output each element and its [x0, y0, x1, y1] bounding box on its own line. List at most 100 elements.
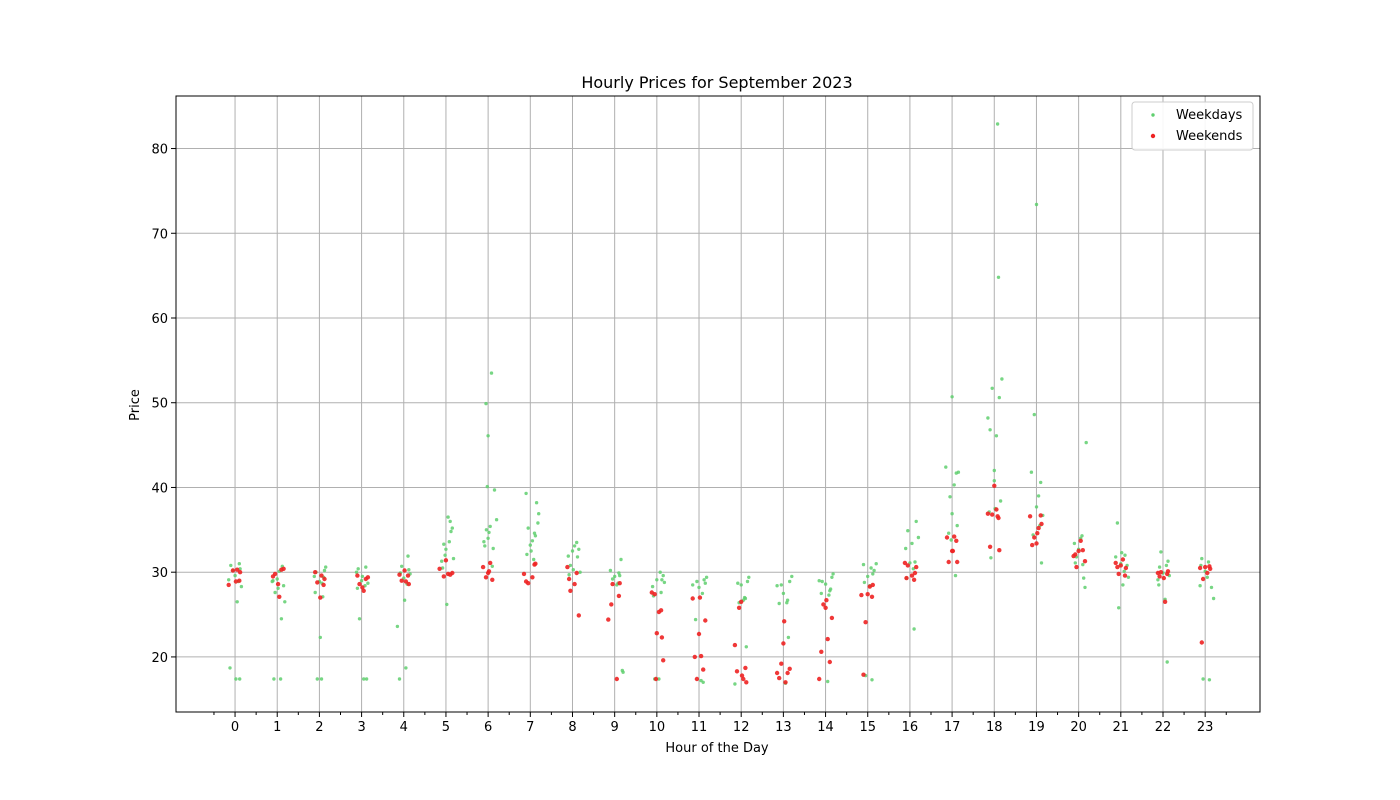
data-point [576, 613, 581, 618]
data-point [1030, 542, 1035, 548]
data-point [360, 585, 365, 590]
x-tick-label: 12 [733, 720, 750, 735]
data-point [1082, 559, 1088, 564]
data-point [696, 631, 702, 637]
data-point [228, 666, 232, 670]
data-point [660, 578, 664, 582]
data-point [859, 592, 864, 598]
data-point [1120, 551, 1124, 555]
data-point [572, 544, 577, 548]
x-tick-label: 14 [817, 720, 834, 735]
data-point [954, 538, 959, 543]
data-point [871, 572, 875, 576]
data-point [313, 590, 317, 595]
data-point [823, 582, 828, 586]
series-weekends [226, 483, 1213, 685]
data-point [319, 677, 324, 681]
data-point [526, 526, 530, 530]
data-point [270, 579, 274, 584]
x-tick-label: 22 [1155, 720, 1172, 735]
data-point [830, 575, 834, 579]
data-point [445, 602, 449, 607]
data-point [483, 544, 487, 548]
data-point [987, 544, 993, 549]
data-point [277, 594, 282, 599]
data-point [700, 591, 705, 596]
data-point [869, 594, 875, 599]
data-point [862, 580, 867, 585]
data-point [1073, 552, 1078, 557]
data-point [526, 581, 531, 586]
data-point [912, 627, 916, 631]
data-point [1122, 573, 1128, 578]
data-point [490, 577, 495, 582]
data-point [654, 631, 659, 636]
data-point [322, 568, 327, 573]
x-axis-label: Hour of the Day [665, 741, 769, 756]
data-point [319, 573, 324, 578]
data-point [449, 529, 453, 534]
data-point [272, 677, 276, 681]
data-point [618, 573, 622, 578]
data-point [739, 673, 745, 678]
data-point [360, 574, 365, 579]
data-point [233, 573, 237, 578]
data-point [732, 642, 738, 648]
data-point [1208, 566, 1213, 571]
data-point [482, 540, 486, 544]
data-point [1116, 571, 1121, 577]
data-point [577, 547, 581, 551]
data-point [947, 531, 951, 535]
data-point [1039, 480, 1043, 485]
data-point [486, 536, 490, 540]
data-point [237, 562, 241, 566]
data-point [652, 592, 657, 597]
data-point [610, 581, 615, 587]
data-point [949, 538, 953, 542]
data-point [355, 573, 360, 578]
data-point [1072, 541, 1077, 546]
data-point [447, 540, 451, 544]
data-point [318, 595, 323, 600]
data-point [403, 579, 409, 584]
data-point [819, 649, 824, 654]
data-point [914, 564, 919, 570]
data-point [1000, 377, 1004, 381]
data-point [955, 523, 959, 528]
y-axis-ticks: 20 30 40 50 60 70 80 [151, 143, 176, 666]
data-point [992, 468, 996, 473]
data-point [1118, 563, 1124, 568]
data-point [235, 567, 240, 572]
data-point [448, 519, 452, 524]
data-point [781, 591, 786, 596]
data-point [1029, 470, 1034, 474]
data-point [820, 579, 824, 584]
data-point [1074, 564, 1079, 570]
x-axis-ticks: 0 1 2 3 4 5 6 7 8 9 10 11 12 13 14 15 16 17 18 19 20 21 22 23 [213, 712, 1227, 735]
data-point [275, 581, 281, 587]
data-point [1083, 585, 1087, 590]
data-point [1073, 561, 1078, 565]
data-point [444, 547, 448, 551]
plot-frame [175, 95, 1261, 713]
data-point [1084, 440, 1088, 445]
data-point [774, 670, 780, 676]
data-point [1032, 535, 1037, 540]
data-point [1157, 574, 1162, 579]
data-point [826, 679, 830, 684]
data-point [406, 581, 411, 587]
data-point [395, 624, 400, 629]
data-point [1123, 553, 1127, 557]
data-point [1115, 521, 1120, 525]
data-point [532, 557, 536, 562]
data-point [399, 578, 404, 583]
data-point [694, 676, 700, 682]
data-point [659, 635, 665, 640]
data-point [817, 676, 822, 682]
data-point [617, 581, 622, 586]
data-point [785, 670, 790, 676]
data-point [703, 618, 708, 623]
data-point [956, 470, 961, 474]
data-point [1120, 557, 1126, 562]
